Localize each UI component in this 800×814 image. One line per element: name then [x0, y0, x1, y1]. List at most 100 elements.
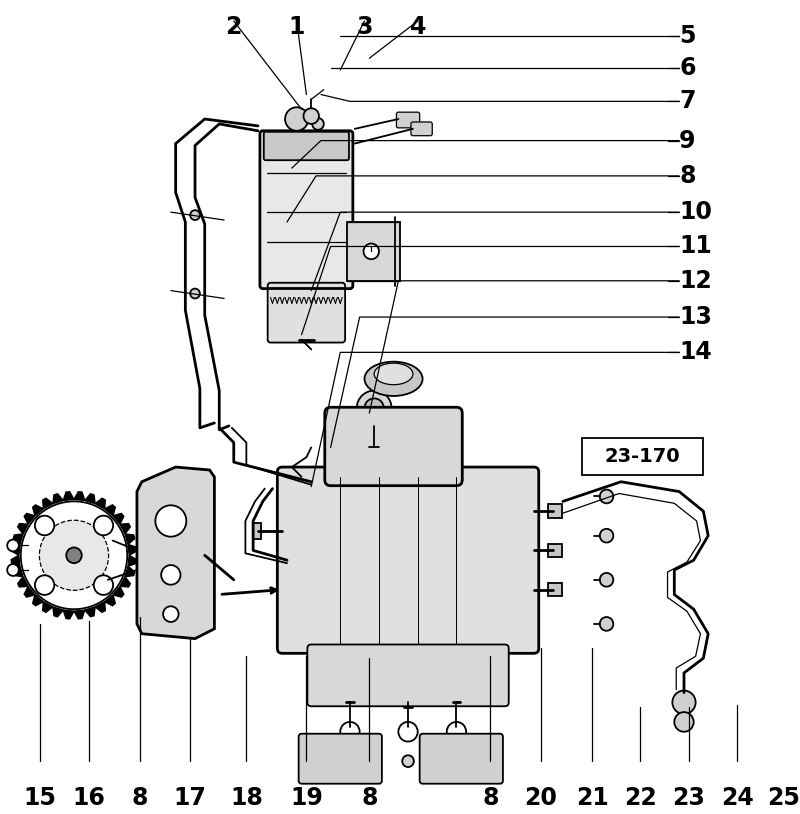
- Circle shape: [303, 108, 319, 124]
- Text: 23: 23: [672, 786, 706, 810]
- Text: 18: 18: [230, 786, 262, 810]
- Polygon shape: [33, 505, 43, 516]
- Bar: [549, 505, 562, 518]
- Polygon shape: [42, 602, 53, 612]
- Text: 7: 7: [679, 90, 696, 113]
- Circle shape: [163, 606, 178, 622]
- Polygon shape: [113, 586, 124, 597]
- Circle shape: [600, 617, 614, 631]
- Text: 8: 8: [679, 164, 696, 188]
- Circle shape: [190, 210, 200, 220]
- Text: 16: 16: [72, 786, 105, 810]
- Polygon shape: [42, 498, 53, 509]
- Polygon shape: [18, 576, 28, 587]
- Text: 22: 22: [624, 786, 657, 810]
- Circle shape: [161, 565, 181, 584]
- Text: 4: 4: [410, 15, 426, 39]
- Circle shape: [398, 722, 418, 742]
- Polygon shape: [137, 467, 214, 639]
- Circle shape: [357, 391, 391, 426]
- Polygon shape: [125, 567, 134, 576]
- Polygon shape: [128, 555, 137, 567]
- Text: 23-170: 23-170: [605, 447, 680, 466]
- Polygon shape: [11, 545, 20, 555]
- Circle shape: [285, 107, 308, 131]
- Polygon shape: [120, 576, 130, 587]
- Polygon shape: [95, 602, 106, 612]
- FancyBboxPatch shape: [325, 407, 462, 486]
- Circle shape: [7, 540, 19, 551]
- Text: 11: 11: [679, 234, 712, 259]
- Polygon shape: [120, 523, 130, 534]
- FancyBboxPatch shape: [260, 131, 353, 289]
- Polygon shape: [113, 514, 124, 524]
- Polygon shape: [33, 595, 43, 606]
- Polygon shape: [125, 534, 134, 545]
- Text: 24: 24: [721, 786, 754, 810]
- Polygon shape: [74, 610, 85, 619]
- Text: 5: 5: [679, 24, 696, 48]
- Polygon shape: [128, 545, 137, 555]
- Circle shape: [600, 489, 614, 503]
- Ellipse shape: [374, 363, 413, 385]
- Bar: [347, 222, 400, 281]
- Polygon shape: [11, 555, 20, 567]
- Circle shape: [365, 398, 384, 418]
- Polygon shape: [14, 534, 23, 545]
- FancyBboxPatch shape: [411, 122, 432, 136]
- Circle shape: [363, 243, 379, 259]
- FancyBboxPatch shape: [298, 733, 382, 784]
- Text: 19: 19: [290, 786, 323, 810]
- Polygon shape: [14, 567, 23, 576]
- Text: 2: 2: [226, 15, 242, 39]
- Polygon shape: [53, 607, 63, 617]
- Ellipse shape: [365, 361, 422, 396]
- Text: 17: 17: [174, 786, 206, 810]
- Circle shape: [672, 690, 696, 714]
- Text: 6: 6: [679, 56, 696, 80]
- Circle shape: [7, 564, 19, 575]
- Polygon shape: [105, 595, 115, 606]
- Circle shape: [35, 575, 54, 595]
- Circle shape: [600, 573, 614, 587]
- Polygon shape: [74, 492, 85, 501]
- Polygon shape: [63, 492, 74, 501]
- Circle shape: [94, 575, 113, 595]
- FancyBboxPatch shape: [397, 112, 420, 128]
- Text: 25: 25: [767, 786, 800, 810]
- Bar: [549, 583, 562, 597]
- Circle shape: [446, 722, 466, 742]
- Polygon shape: [95, 498, 106, 509]
- Polygon shape: [63, 610, 74, 619]
- Circle shape: [155, 505, 186, 536]
- FancyBboxPatch shape: [307, 645, 509, 707]
- Circle shape: [402, 755, 414, 767]
- Polygon shape: [85, 494, 95, 504]
- Circle shape: [66, 548, 82, 563]
- Text: 10: 10: [679, 200, 712, 224]
- Text: 12: 12: [679, 269, 712, 293]
- Text: 3: 3: [356, 15, 373, 39]
- Circle shape: [340, 722, 360, 742]
- Text: 8: 8: [131, 786, 148, 810]
- Circle shape: [600, 529, 614, 543]
- Circle shape: [94, 516, 113, 536]
- Circle shape: [190, 289, 200, 299]
- Polygon shape: [24, 586, 35, 597]
- Text: 13: 13: [679, 305, 712, 329]
- Circle shape: [21, 501, 127, 609]
- Text: 8: 8: [361, 786, 378, 810]
- Polygon shape: [85, 607, 95, 617]
- FancyBboxPatch shape: [420, 733, 503, 784]
- Circle shape: [674, 712, 694, 732]
- Polygon shape: [18, 523, 28, 534]
- Text: 1: 1: [289, 15, 305, 39]
- Bar: [549, 544, 562, 558]
- Text: 21: 21: [576, 786, 608, 810]
- Text: 15: 15: [24, 786, 57, 810]
- Text: 20: 20: [524, 786, 557, 810]
- Circle shape: [35, 516, 54, 536]
- Text: 9: 9: [679, 129, 696, 152]
- Text: 14: 14: [679, 340, 712, 365]
- Bar: [253, 523, 261, 539]
